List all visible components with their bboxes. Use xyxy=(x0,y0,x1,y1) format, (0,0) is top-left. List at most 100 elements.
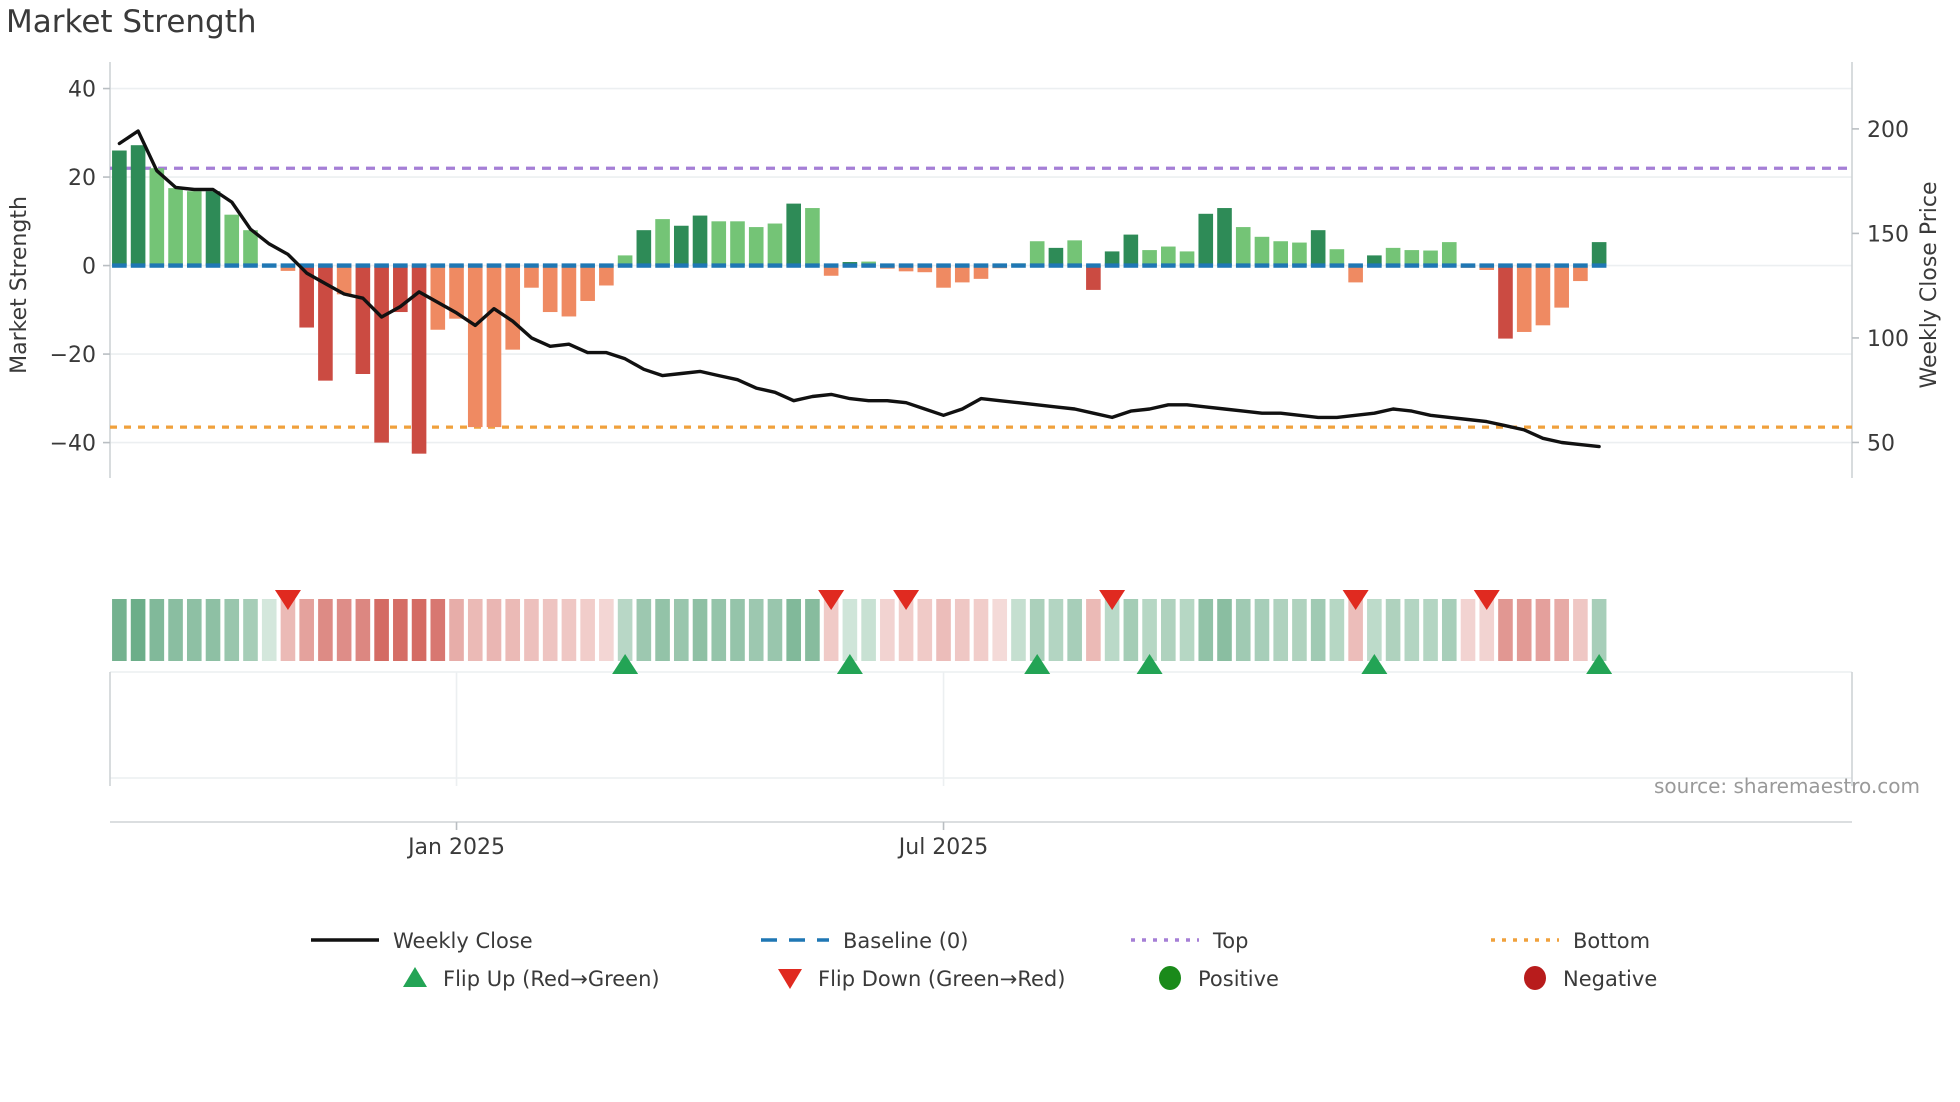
strength-bar xyxy=(168,188,183,266)
strength-bar xyxy=(580,265,595,301)
strength-bar xyxy=(1086,265,1101,290)
left-axis: 40 20 0 −20 −40 xyxy=(50,78,110,457)
strength-bar xyxy=(318,265,333,381)
strength-bar xyxy=(411,265,427,454)
strength-bar xyxy=(711,221,727,266)
heatmap-cell xyxy=(1554,599,1569,661)
strength-bar xyxy=(374,265,389,443)
heatmap-cell xyxy=(1460,599,1476,661)
weekly-close-line xyxy=(117,129,1601,449)
heatmap-cell xyxy=(636,599,652,661)
heatmap-cell xyxy=(168,599,183,661)
heatmap-cell xyxy=(1254,599,1270,661)
strength-bar xyxy=(561,265,577,317)
heatmap-cell xyxy=(898,599,914,661)
heatmap-cell xyxy=(505,599,521,661)
strength-bar xyxy=(1441,242,1457,266)
heatmap-cell xyxy=(711,599,727,661)
strength-bar xyxy=(449,265,464,319)
legend-item-label: Bottom xyxy=(1573,929,1650,953)
strength-bar xyxy=(1385,247,1401,266)
strength-bar xyxy=(1423,250,1438,266)
heatmap-cell xyxy=(1385,599,1401,661)
heatmap-cell xyxy=(1367,599,1382,661)
strength-bar xyxy=(1329,249,1345,266)
heatmap-cell xyxy=(1591,599,1607,661)
strength-bar xyxy=(1123,234,1139,266)
legend-item[interactable]: Positive xyxy=(1159,966,1279,991)
heatmap-cell xyxy=(880,599,895,661)
strength-bar xyxy=(655,219,670,266)
strength-bars xyxy=(112,145,1607,454)
strength-bar xyxy=(730,221,745,266)
heatmap-cell xyxy=(805,599,820,661)
flip-up-marker xyxy=(1024,654,1051,674)
flip-down-marker xyxy=(1342,590,1369,610)
strength-bar xyxy=(823,265,839,276)
triangle-up-icon xyxy=(403,967,427,987)
heatmap-cell xyxy=(1423,599,1438,661)
legend-item[interactable]: Flip Up (Red→Green) xyxy=(403,967,660,991)
heatmap-cell xyxy=(336,599,352,661)
heatmap-cell xyxy=(617,599,633,661)
legend-item[interactable]: Weekly Close xyxy=(311,929,533,953)
heatmap-cell xyxy=(1310,599,1326,661)
strength-bar xyxy=(1029,241,1045,266)
legend-item-label: Negative xyxy=(1563,967,1657,991)
heatmap-cell xyxy=(149,599,165,661)
flip-down-marker xyxy=(893,590,920,610)
right-tick-label: 150 xyxy=(1867,222,1909,247)
heatmap-cell xyxy=(1273,599,1289,661)
strength-bar xyxy=(692,215,708,266)
reference-lines xyxy=(110,166,1852,429)
heatmap-cell xyxy=(936,599,951,661)
left-tick-label: 40 xyxy=(68,78,96,103)
right-tick-label: 200 xyxy=(1867,118,1909,143)
strength-bar xyxy=(1104,251,1120,266)
strength-bar xyxy=(1292,242,1307,266)
source-credit: source: sharemaestro.com xyxy=(1654,774,1920,798)
left-tick-label: 0 xyxy=(82,255,96,280)
strength-bar xyxy=(149,168,165,266)
left-tick-label: −40 xyxy=(50,432,96,457)
heatmap-cell xyxy=(1086,599,1101,661)
heatmap-cell xyxy=(1535,599,1551,661)
strength-bar xyxy=(243,230,258,266)
strength-bar xyxy=(355,265,371,374)
legend-item[interactable]: Bottom xyxy=(1491,929,1650,953)
heatmap-cell xyxy=(842,599,858,661)
legend-item-label: Baseline (0) xyxy=(843,929,968,953)
page-title: Market Strength xyxy=(6,4,257,40)
legend-item-label: Flip Up (Red→Green) xyxy=(443,967,660,991)
triangle-down-icon xyxy=(778,969,802,989)
legend-item[interactable]: Flip Down (Green→Red) xyxy=(778,967,1065,991)
legend-item[interactable]: Negative xyxy=(1524,966,1657,991)
strength-bar xyxy=(430,265,446,330)
flip-down-marker xyxy=(1099,590,1126,610)
strength-bar xyxy=(505,265,521,350)
heatmap-cell xyxy=(1441,599,1457,661)
flip-down-marker xyxy=(274,590,301,610)
heatmap-cell xyxy=(730,599,745,661)
strength-bar xyxy=(898,265,914,272)
heatmap-cell xyxy=(243,599,258,661)
heatmap-cell xyxy=(411,599,427,661)
flip-down-marker xyxy=(818,590,845,610)
strength-bar xyxy=(1554,265,1569,308)
heatmap-cell xyxy=(280,599,296,661)
flip-up-marker xyxy=(1361,654,1388,674)
negative-dot-icon xyxy=(1524,966,1546,990)
heatmap-cell xyxy=(748,599,764,661)
legend-item[interactable]: Top xyxy=(1131,929,1248,953)
heatmap-cell xyxy=(299,599,314,661)
strength-bar xyxy=(1235,227,1251,266)
strength-bar xyxy=(636,230,652,266)
heatmap-cell xyxy=(524,599,539,661)
heatmap-cell xyxy=(1198,599,1214,661)
strength-bar xyxy=(1198,213,1214,266)
legend-item[interactable]: Baseline (0) xyxy=(761,929,968,953)
right-axis: 200 150 100 50 xyxy=(1852,118,1909,456)
heatmap-cell xyxy=(205,599,221,661)
heatmap-cell xyxy=(1048,599,1064,661)
strength-bar xyxy=(1404,250,1420,266)
